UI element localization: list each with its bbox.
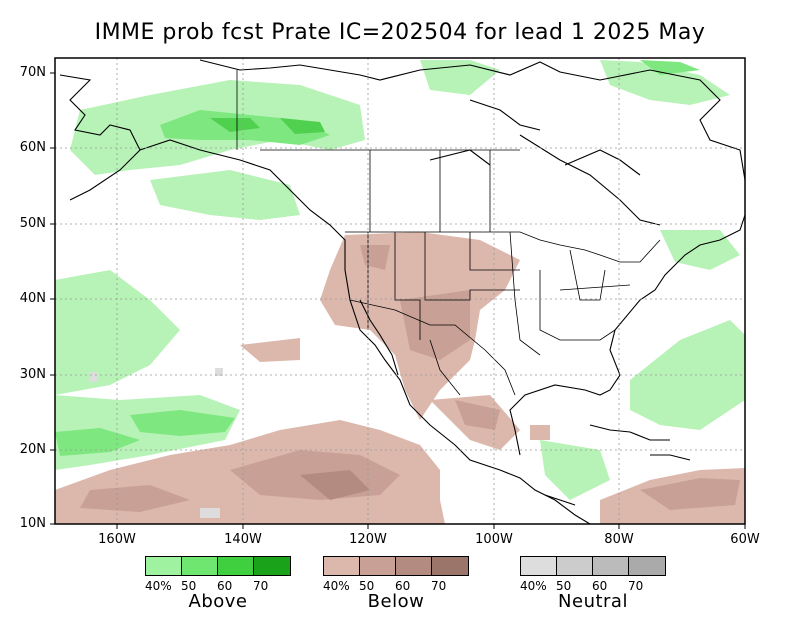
legend-above: 40% 50 60 70 Above: [145, 556, 291, 612]
legend-below-swatches: [323, 556, 469, 576]
legend-above-tick-60: 60: [217, 579, 233, 593]
legend-below-swatch-50: [360, 557, 396, 575]
above-60-regions: [210, 118, 325, 134]
legend-neutral-swatch-70: [629, 557, 665, 575]
neutral-probability-regions: [90, 368, 223, 518]
legend-below: 40% 50 60 70 Below: [323, 556, 469, 612]
legend-below-swatch-70: [432, 557, 468, 575]
coastlines: [59, 59, 745, 524]
lat-label-70n: 70N: [19, 65, 46, 80]
legend-neutral-tick-60: 60: [592, 579, 608, 593]
political-borders: [236, 70, 661, 396]
legend-neutral-tick-40: 40%: [520, 579, 547, 593]
legend-neutral: 40% 50 60 70 Neutral: [520, 556, 666, 612]
legend-above-label: Above: [188, 591, 248, 612]
legend-neutral-swatch-60: [593, 557, 629, 575]
lon-label-140w: 140W: [224, 532, 262, 547]
legend-above-swatch-40: [146, 557, 182, 575]
legend-above-tick-50: 50: [181, 579, 197, 593]
legend-neutral-tick-70: 70: [628, 579, 644, 593]
legend-above-swatches: [145, 556, 291, 576]
legend-neutral-swatch-50: [557, 557, 593, 575]
map-title: IMME prob fcst Prate IC=202504 for lead …: [94, 20, 706, 45]
legend-below-tick-50: 50: [359, 579, 375, 593]
legend-above-swatch-70: [254, 557, 290, 575]
lon-label-120w: 120W: [349, 532, 387, 547]
lat-label-20n: 20N: [19, 442, 46, 457]
lon-label-60w: 60W: [730, 532, 760, 547]
legend-above-tick-70: 70: [253, 579, 269, 593]
legend-below-tick-70: 70: [431, 579, 447, 593]
legend-neutral-swatch-40: [521, 557, 557, 575]
legend-below-label: Below: [367, 591, 425, 612]
legend-neutral-label: Neutral: [558, 591, 628, 612]
legend-below-swatch-40: [324, 557, 360, 575]
lat-label-60n: 60N: [19, 140, 46, 155]
legend-above-tick-40: 40%: [145, 579, 172, 593]
lon-label-100w: 100W: [475, 532, 513, 547]
lon-label-80w: 80W: [604, 532, 634, 547]
legend-neutral-tick-50: 50: [556, 579, 572, 593]
legend-below-swatch-60: [396, 557, 432, 575]
legend-neutral-swatches: [520, 556, 666, 576]
lon-label-160w: 160W: [98, 532, 136, 547]
legend-below-tick-60: 60: [395, 579, 411, 593]
lat-label-40n: 40N: [19, 291, 46, 306]
legend-above-swatch-60: [218, 557, 254, 575]
below-60-regions: [300, 470, 370, 500]
legend-below-tick-40: 40%: [323, 579, 350, 593]
legend-above-swatch-50: [182, 557, 218, 575]
lat-label-50n: 50N: [19, 216, 46, 231]
lat-label-30n: 30N: [19, 367, 46, 382]
map-frame: [54, 57, 746, 525]
lat-label-10n: 10N: [19, 516, 46, 531]
graticule: [55, 58, 745, 524]
